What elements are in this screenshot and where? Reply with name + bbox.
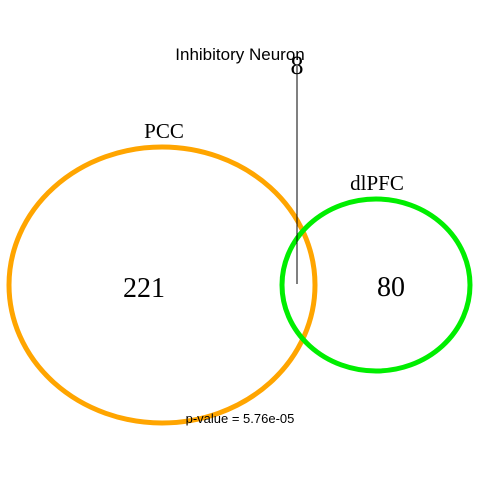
pcc-only-count: 221 xyxy=(123,273,165,304)
intersection-count: 8 xyxy=(291,51,304,80)
dlpfc-set-circle xyxy=(279,196,473,374)
dlpfc-set-label: dlPFC xyxy=(350,171,404,195)
diagram-title: Inhibitory Neuron xyxy=(175,45,304,64)
pcc-set-label: PCC xyxy=(144,119,184,143)
dlpfc-only-count: 80 xyxy=(377,272,405,303)
p-value-text: p-value = 5.76e-05 xyxy=(186,411,295,426)
pcc-set-circle xyxy=(6,144,318,426)
